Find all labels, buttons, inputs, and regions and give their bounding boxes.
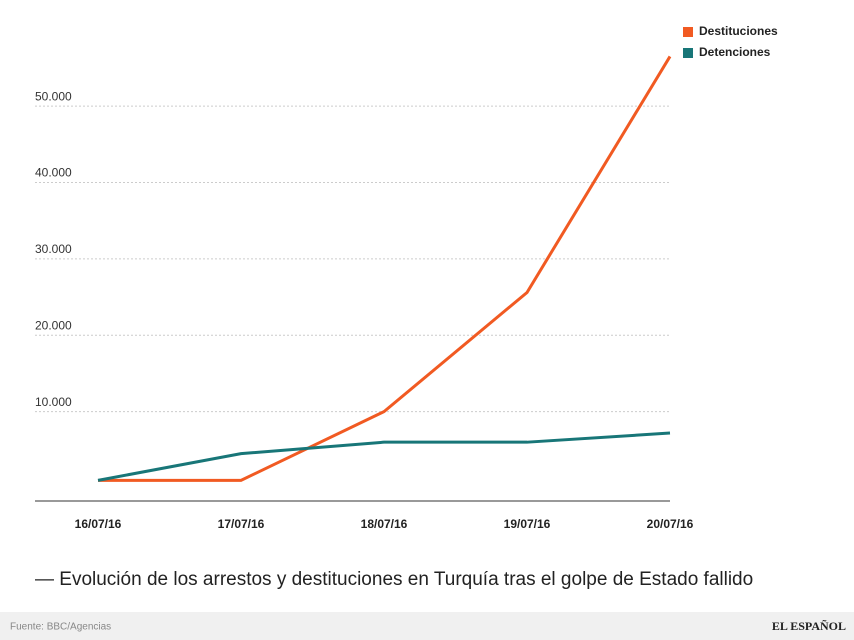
x-tick-label: 16/07/16 bbox=[75, 517, 122, 531]
line bbox=[97, 431, 671, 482]
legend-label: Detenciones bbox=[699, 45, 771, 59]
line bbox=[98, 55, 672, 482]
source: Fuente: BBC/Agencias bbox=[10, 622, 111, 633]
x-tick-label: 19/07/16 bbox=[504, 517, 551, 531]
x-tick-label: 20/07/16 bbox=[647, 517, 694, 531]
y-tick-label: 20.000 bbox=[35, 318, 72, 332]
footer-bar bbox=[0, 612, 854, 640]
x-tick-label: 17/07/16 bbox=[218, 517, 265, 531]
chart-title: — Evolución de los arrestos y destitucio… bbox=[35, 569, 753, 590]
legend-swatch bbox=[683, 27, 693, 37]
legend-label: Destituciones bbox=[699, 24, 778, 38]
legend-swatch bbox=[683, 48, 693, 58]
x-tick-label: 18/07/16 bbox=[361, 517, 408, 531]
y-tick-label: 10.000 bbox=[35, 395, 72, 409]
y-tick-label: 40.000 bbox=[35, 166, 72, 180]
y-tick-label: 30.000 bbox=[35, 242, 72, 256]
brand: EL ESPAÑOL bbox=[772, 619, 846, 633]
y-tick-label: 50.000 bbox=[35, 89, 72, 103]
